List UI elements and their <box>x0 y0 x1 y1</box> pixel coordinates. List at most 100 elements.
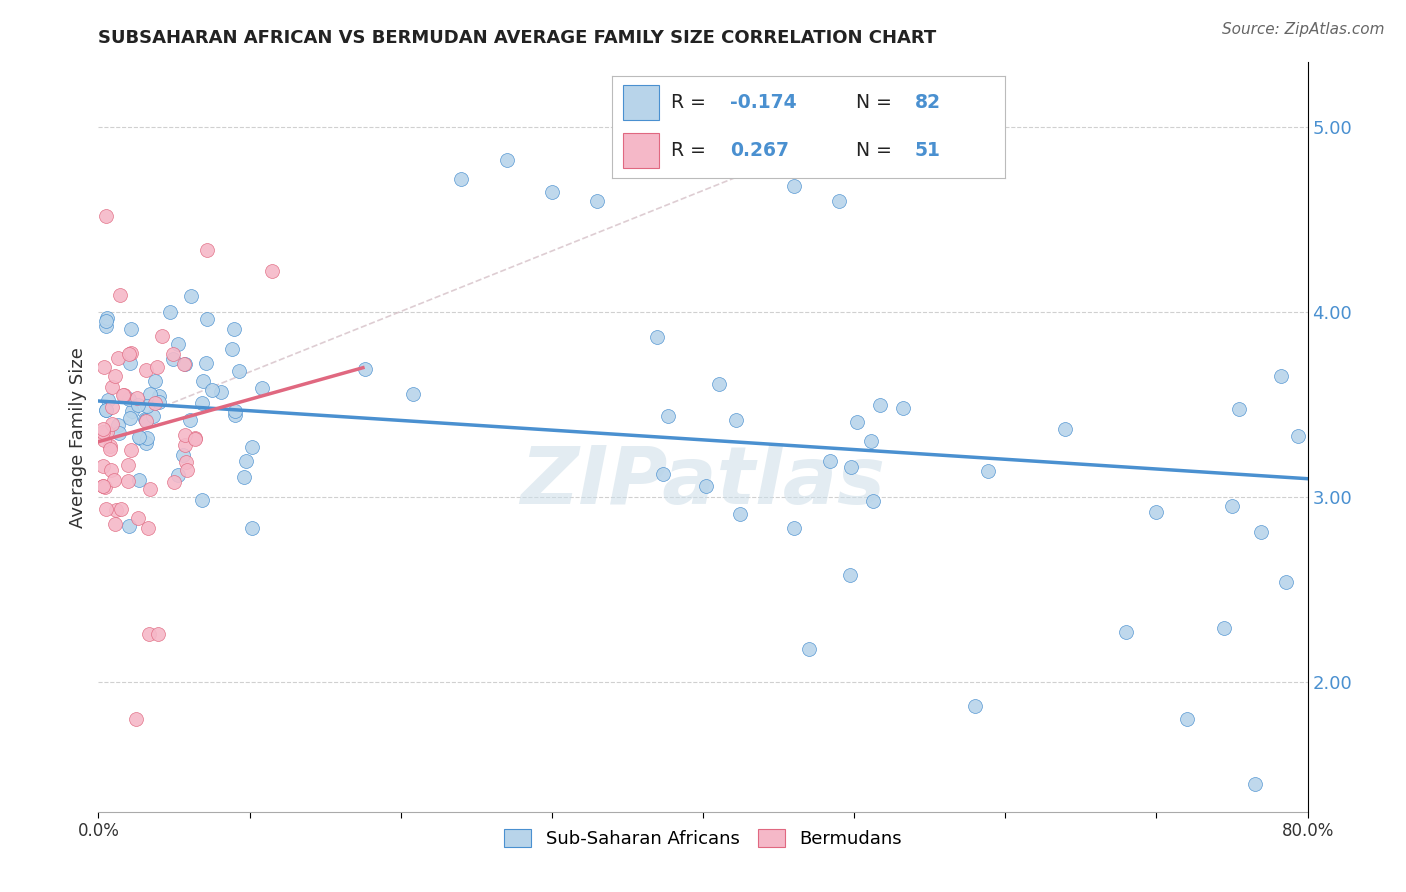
Text: 82: 82 <box>915 93 941 112</box>
Point <box>652 467 675 481</box>
Point <box>495 153 517 168</box>
Point <box>135 412 157 426</box>
Point <box>120 443 142 458</box>
Point <box>818 454 841 468</box>
Point <box>707 376 730 391</box>
Text: -0.174: -0.174 <box>730 93 796 112</box>
Point <box>135 436 157 450</box>
Point <box>111 387 134 401</box>
Point <box>725 413 748 427</box>
Point <box>96 425 118 439</box>
Point <box>240 520 263 534</box>
Point <box>162 475 184 489</box>
Point <box>135 399 157 413</box>
Point <box>127 398 149 412</box>
Point <box>201 383 224 397</box>
Point <box>118 392 141 407</box>
Point <box>965 699 987 714</box>
Point <box>233 470 256 484</box>
Point <box>107 417 129 432</box>
Point <box>191 493 214 508</box>
Text: 51: 51 <box>915 141 941 161</box>
Point <box>540 185 562 199</box>
Point <box>143 396 166 410</box>
Point <box>162 352 184 367</box>
Point <box>138 627 160 641</box>
Point <box>1250 525 1272 540</box>
Point <box>91 479 114 493</box>
Point <box>197 243 219 257</box>
Point <box>104 369 127 384</box>
Point <box>657 409 679 423</box>
Point <box>695 479 717 493</box>
Point <box>96 311 118 326</box>
Point <box>118 347 141 361</box>
Point <box>125 712 148 726</box>
Point <box>117 458 139 472</box>
Point <box>91 422 114 436</box>
Point <box>262 264 284 278</box>
Point <box>891 401 914 415</box>
Point <box>94 502 117 516</box>
Point <box>128 473 150 487</box>
Text: SUBSAHARAN AFRICAN VS BERMUDAN AVERAGE FAMILY SIZE CORRELATION CHART: SUBSAHARAN AFRICAN VS BERMUDAN AVERAGE F… <box>98 29 936 47</box>
Point <box>209 385 232 400</box>
Point <box>134 412 156 426</box>
Point <box>118 519 141 533</box>
Point <box>129 431 152 445</box>
Point <box>977 464 1000 478</box>
Point <box>91 458 114 473</box>
Point <box>110 288 132 302</box>
Point <box>839 459 862 474</box>
Text: Source: ZipAtlas.com: Source: ZipAtlas.com <box>1222 22 1385 37</box>
Point <box>148 389 170 403</box>
Point <box>862 493 884 508</box>
Point <box>235 453 257 467</box>
Point <box>1115 625 1137 640</box>
Point <box>172 448 194 462</box>
Point <box>1270 369 1292 384</box>
Point <box>184 432 207 446</box>
Bar <box>623 85 659 120</box>
Point <box>100 463 122 477</box>
Point <box>1146 505 1168 519</box>
Point <box>127 511 149 525</box>
Point <box>117 474 139 488</box>
Point <box>100 417 122 431</box>
Point <box>869 398 891 412</box>
Point <box>139 482 162 496</box>
Point <box>97 393 120 408</box>
Point <box>450 172 472 186</box>
Point <box>783 179 806 194</box>
Point <box>191 374 214 388</box>
Point <box>94 209 117 223</box>
Point <box>159 305 181 319</box>
Point <box>783 521 806 535</box>
Text: R =: R = <box>671 93 706 112</box>
Point <box>353 362 375 376</box>
Point <box>167 337 190 351</box>
Point <box>174 455 197 469</box>
Point <box>107 351 129 365</box>
Point <box>728 507 751 521</box>
Point <box>91 425 114 439</box>
Point <box>146 360 169 375</box>
Point <box>180 288 202 302</box>
Point <box>135 414 157 428</box>
Point <box>120 346 142 360</box>
Point <box>93 359 115 374</box>
Point <box>828 194 851 209</box>
Point <box>162 347 184 361</box>
Point <box>101 380 124 394</box>
Point <box>224 403 246 417</box>
Point <box>138 521 160 535</box>
Point <box>174 357 197 371</box>
Point <box>94 402 117 417</box>
Point <box>645 329 668 343</box>
Point <box>1227 401 1250 416</box>
Point <box>1054 422 1077 436</box>
Point <box>176 463 198 477</box>
Point <box>143 374 166 388</box>
Point <box>797 641 820 656</box>
Point <box>118 411 141 425</box>
